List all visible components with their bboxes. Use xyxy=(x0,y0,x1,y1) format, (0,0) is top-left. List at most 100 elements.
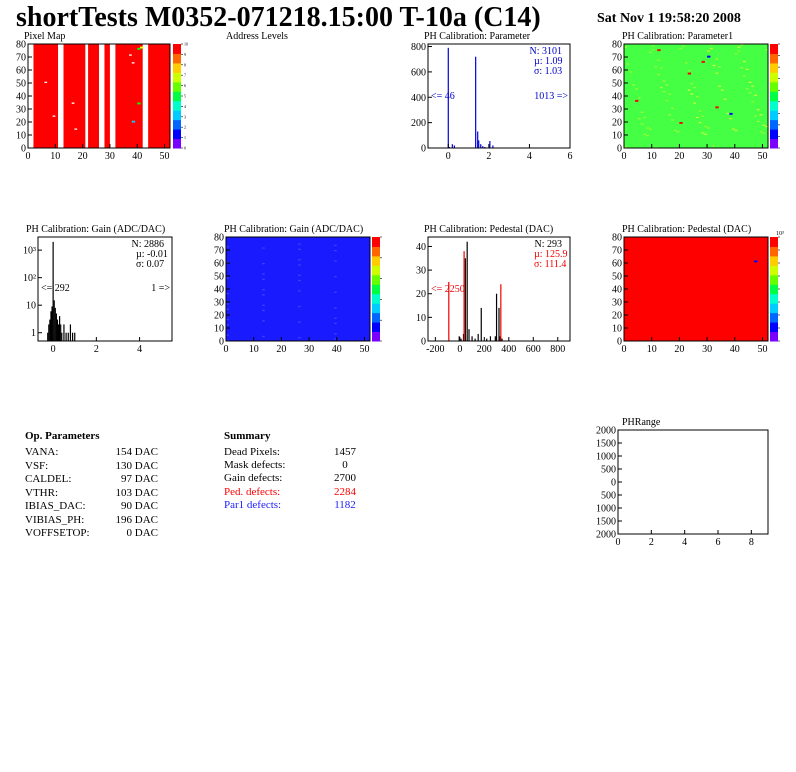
pixel-map-dead-column xyxy=(58,44,64,148)
ph-range-chart: PHRange 0 2 4 6 8 2000 1500 1000 500 0 500 1000 1500 2… xyxy=(596,417,769,548)
ph-parameter1-y-tick-label: 50 xyxy=(612,79,622,90)
ph-parameter1-pixel-cell xyxy=(698,110,702,112)
pedestal-1d-y-tick-label: 0 xyxy=(421,337,426,348)
ph-parameter1-pixel-cell xyxy=(743,75,746,77)
pedestal-2d-colorbar-band xyxy=(770,312,778,323)
pedestal-2d-colorbar-band xyxy=(770,284,778,295)
gain-1d-title: PH Calibration: Gain (ADC/DAC) xyxy=(26,224,165,235)
pedestal-2d-pixel-cell xyxy=(754,260,758,263)
ph-parameter1-pixel-cell xyxy=(690,83,694,85)
gain-1d-y-tick-label: 10 xyxy=(26,301,36,312)
ph-parameter1-pixel-cell xyxy=(654,146,658,148)
ph-parameter1-pixel-cell xyxy=(687,72,692,75)
gain-2d-pixel-cell xyxy=(298,264,301,266)
pedestal-2d-y-tick-label: 60 xyxy=(612,259,622,270)
ph-parameter1-pixel-cell xyxy=(737,50,741,52)
ph-parameter1-pixel-cell xyxy=(740,44,744,46)
ph-parameter1-pixel-cell xyxy=(707,127,710,129)
pixel-map-colorbar-label: 9 xyxy=(184,52,186,57)
gain-2d-pixel-cell xyxy=(262,294,265,296)
op-parameter-value: 196 DAC xyxy=(115,513,158,526)
pixel-map-y-tick-label: 20 xyxy=(16,118,26,129)
pedestal-2d-y-tick-label: 40 xyxy=(612,285,622,296)
ph-parameter1-pixel-cell xyxy=(684,62,688,64)
ph-parameter1-pixel-cell xyxy=(693,86,696,89)
pedestal-2d-y-tick-label: 50 xyxy=(612,272,622,283)
ph-parameter-x-tick-label: 2 xyxy=(486,151,491,162)
ph-parameter1-y-tick-label: 80 xyxy=(612,40,622,51)
ph-range-y-tick-label: 1000 xyxy=(596,452,616,463)
ph-parameter1-pixel-cell xyxy=(718,66,721,68)
gain-2d-pixel-cell xyxy=(334,260,337,262)
ph-range-x-tick-label: 2 xyxy=(649,537,654,548)
gain-2d-chart: PH Calibration: Gain (ADC/DAC)0 10 20 30 40 5… xyxy=(214,224,382,355)
gain-2d-y-tick-label: 80 xyxy=(214,233,224,244)
pixel-map-x-tick-label: 30 xyxy=(105,151,115,162)
ph-parameter-stat-entries: N: 3101 xyxy=(530,46,563,57)
ph-parameter1-pixel-cell xyxy=(748,81,752,83)
ph-parameter1-pixel-cell xyxy=(668,114,672,116)
gain-2d-pixel-cell xyxy=(298,248,301,250)
pixel-map-y-tick-label: 40 xyxy=(16,92,26,103)
pixel-map-x-tick-label: 40 xyxy=(132,151,142,162)
pedestal-2d-x-tick-label: 10 xyxy=(647,344,657,355)
gain-1d-x-tick-label: 0 xyxy=(51,344,56,355)
pedestal-2d-colorbar-band xyxy=(770,331,778,342)
ph-parameter1-pixel-cell xyxy=(729,118,732,120)
pedestal-1d-y-tick-label: 30 xyxy=(416,266,426,277)
op-parameter-name: CALDEL: xyxy=(25,473,72,485)
pedestal-1d-y-tick-label: 10 xyxy=(416,313,426,324)
pixel-map-pixel-cell xyxy=(137,47,141,50)
page-title: shortTests M0352-071218.15:00 T-10a (C14… xyxy=(16,2,541,33)
ph-parameter1-pixel-cell xyxy=(643,116,647,119)
gain-2d-colorbar-band xyxy=(372,255,380,266)
ph-parameter1-pixel-cell xyxy=(756,120,760,122)
gain-2d-pixel-cell xyxy=(334,322,337,325)
summary-name: Par1 defects: xyxy=(224,498,282,511)
pedestal-2d-fill xyxy=(624,237,768,341)
op-parameter-value: 130 DAC xyxy=(115,459,158,472)
gain-2d-colorbar-band xyxy=(372,246,380,257)
ph-parameter1-pixel-cell xyxy=(651,49,655,51)
ph-parameter1-pixel-cell xyxy=(632,84,636,86)
ph-parameter1-pixel-cell xyxy=(726,112,730,115)
op-parameter-value: 97 DAC xyxy=(121,473,158,485)
ph-parameter1-pixel-cell xyxy=(668,93,672,95)
ph-parameter1-pixel-cell xyxy=(646,127,649,129)
summary-name: Ped. defects: xyxy=(224,485,281,498)
pixel-map-colorbar-label: 6 xyxy=(184,83,186,88)
gain-2d-y-tick-label: 60 xyxy=(214,259,224,270)
gain-2d-x-tick-label: 50 xyxy=(359,344,369,355)
ph-parameter1-pixel-cell xyxy=(696,96,699,98)
ph-parameter1-colorbar-band xyxy=(770,44,778,54)
ph-parameter1-pixel-cell xyxy=(754,115,757,117)
ph-parameter1-pixel-cell xyxy=(709,44,713,46)
ph-parameter1-y-tick-label: 40 xyxy=(612,92,622,103)
gain-1d-stat-entries: N: 2886 xyxy=(132,239,165,250)
ph-parameter1-pixel-cell xyxy=(734,53,738,55)
gain-2d-pixel-cell xyxy=(298,259,301,261)
pixel-map-colorbar-band xyxy=(173,138,181,149)
gain-1d-chart: PH Calibration: Gain (ADC/DAC) 0 2 4 1 10 10² 1… xyxy=(23,224,173,355)
ph-range-y-tick-label: 1500 xyxy=(596,517,616,528)
ph-parameter1-pixel-cell xyxy=(756,109,760,111)
pixel-map-colorbar-band xyxy=(173,100,181,111)
ph-parameter1-pixel-cell xyxy=(762,132,766,134)
ph-parameter1-pixel-cell xyxy=(734,129,738,132)
pixel-map-colorbar-label: 3 xyxy=(184,114,186,119)
gain-2d-pixel-cell xyxy=(262,289,265,291)
pedestal-1d-x-tick-label: 600 xyxy=(526,344,541,355)
pedestal-1d-stat-rms: σ: 111.4 xyxy=(534,259,566,270)
gain-2d-pixel-cell xyxy=(226,246,229,248)
gain-1d-y-tick-label: 1 xyxy=(31,328,36,339)
pedestal-2d-y-tick-label: 20 xyxy=(612,311,622,322)
pixel-map-colorbar-band xyxy=(173,44,181,54)
summary-name: Mask defects: xyxy=(224,459,286,472)
ph-parameter1-pixel-cell xyxy=(696,116,699,119)
ph-parameter1-pixel-cell xyxy=(718,85,721,87)
ph-parameter1-pixel-cell xyxy=(682,45,685,47)
gain-2d-x-tick-label: 30 xyxy=(304,344,314,355)
ph-parameter1-x-tick-label: 20 xyxy=(674,151,684,162)
